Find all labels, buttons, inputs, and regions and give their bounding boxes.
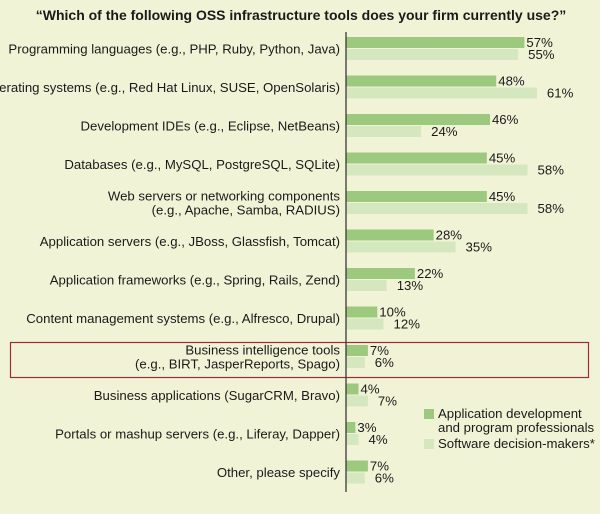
category-label: Other, please specify [217, 465, 341, 480]
bar-app-dev [346, 268, 415, 279]
bar-software-dm [346, 395, 368, 407]
bar-app-dev [346, 152, 487, 164]
data-label: 24% [431, 124, 458, 139]
legend-label: Application development [438, 406, 582, 421]
category-label: Development IDEs (e.g., Eclipse, NetBean… [81, 119, 340, 134]
bar-app-dev [346, 306, 378, 318]
legend-label: Software decision-makers* [438, 436, 595, 451]
bar-software-dm [346, 241, 456, 253]
bar-app-dev [346, 345, 368, 356]
bar-app-dev [346, 75, 497, 87]
data-label: 61% [547, 86, 574, 101]
bar-software-dm [346, 49, 519, 60]
data-label: 10% [379, 305, 406, 320]
category-label: Application servers (e.g., JBoss, Glassf… [40, 234, 340, 249]
bar-software-dm [346, 87, 537, 99]
category-label: (e.g., Apache, Samba, RADIUS) [152, 203, 340, 218]
data-label: 58% [538, 163, 565, 178]
data-label: 48% [498, 74, 525, 89]
data-label: 7% [370, 459, 389, 474]
data-label: 13% [397, 278, 424, 293]
bar-app-dev [346, 37, 525, 48]
bar-app-dev [346, 422, 356, 433]
bar-software-dm [346, 280, 387, 291]
bar-app-dev [346, 383, 359, 395]
bar-software-dm [346, 164, 528, 176]
category-label: Application frameworks (e.g., Spring, Ra… [50, 273, 340, 288]
category-label: (e.g., BIRT, JasperReports, Spago) [135, 357, 340, 372]
bar-app-dev [346, 191, 487, 202]
data-label: 57% [526, 35, 553, 50]
data-label: 28% [436, 228, 463, 243]
data-label: 46% [492, 112, 519, 127]
category-label: Business intelligence tools [185, 343, 340, 358]
bar-software-dm [346, 472, 365, 484]
category-label: Programming languages (e.g., PHP, Ruby, … [8, 42, 340, 57]
highlight-box [9, 341, 590, 379]
bar-app-dev [346, 460, 368, 472]
data-label: 22% [417, 266, 444, 281]
bar-software-dm [346, 318, 384, 330]
bar-app-dev [346, 229, 434, 241]
category-label: Databases (e.g., MySQL, PostgreSQL, SQLi… [64, 157, 340, 172]
category-label: Web servers or networking components [108, 189, 341, 204]
category-label: Operating systems (e.g., Red Hat Linux, … [0, 80, 340, 95]
category-label: Content management systems (e.g., Alfres… [26, 311, 340, 326]
data-label: 35% [466, 240, 493, 255]
data-label: 4% [369, 432, 388, 447]
legend-label: and program professionals [438, 420, 595, 435]
data-label: 6% [375, 471, 394, 486]
data-label: 6% [375, 355, 394, 370]
data-label: 58% [538, 201, 565, 216]
data-label: 45% [489, 189, 516, 204]
bar-software-dm [346, 126, 422, 137]
data-label: 4% [361, 382, 380, 397]
data-label: 12% [394, 317, 421, 332]
category-label: Business applications (SugarCRM, Bravo) [94, 388, 340, 403]
bar-software-dm [346, 434, 359, 445]
legend-swatch [424, 409, 434, 419]
bar-software-dm [346, 357, 365, 368]
data-label: 7% [378, 394, 397, 409]
legend-swatch [424, 439, 434, 449]
bar-app-dev [346, 114, 490, 125]
data-label: 55% [528, 47, 555, 62]
data-label: 7% [370, 343, 389, 358]
category-label: Portals or mashup servers (e.g., Liferay… [55, 427, 340, 442]
data-label: 3% [357, 420, 376, 435]
data-label: 45% [489, 151, 516, 166]
bar-software-dm [346, 203, 528, 214]
chart-title: “Which of the following OSS infrastructu… [36, 7, 567, 23]
